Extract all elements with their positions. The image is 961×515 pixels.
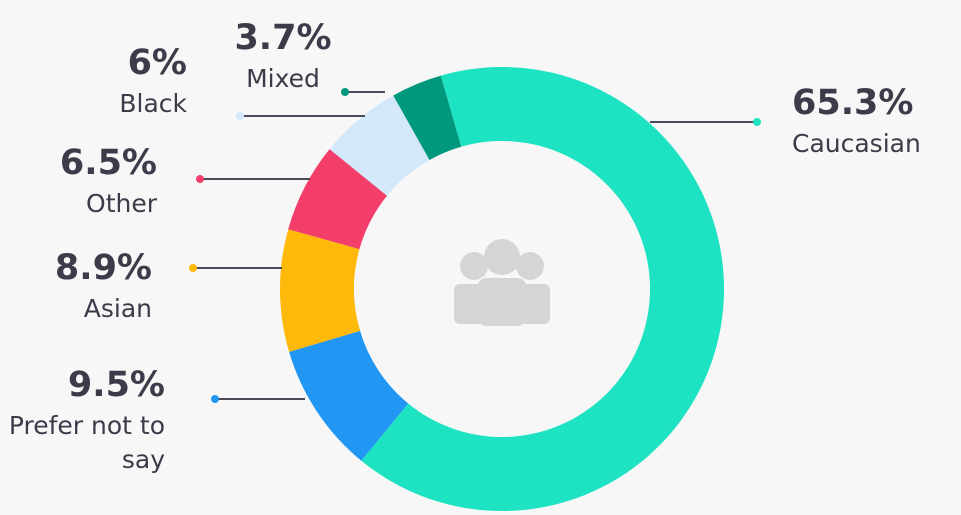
value-label: 9.5% [67, 365, 165, 405]
category-label: Mixed [246, 64, 320, 93]
donut-segment [288, 149, 388, 250]
segment-label: 3.7% Mixed [233, 21, 333, 96]
donut-segment [280, 229, 361, 352]
segment-label: 8.9% Asian [55, 251, 152, 326]
category-label: Caucasian [792, 129, 921, 158]
segment-label: 6.5% Other [60, 146, 157, 221]
donut-segment [289, 330, 409, 461]
people-icon [454, 239, 550, 326]
leader-dot [189, 264, 197, 272]
donut [280, 67, 724, 512]
value-label: 65.3% [792, 83, 914, 123]
value-label: 3.7% [234, 18, 332, 58]
donut-segment [361, 67, 724, 512]
leader-dot [236, 112, 244, 120]
category-label: Other [86, 189, 157, 218]
category-label: Prefer not to say [8, 411, 165, 474]
leader-dot [211, 395, 219, 403]
leader-dot [196, 175, 204, 183]
segment-label: 9.5% Prefer not to say [5, 368, 165, 477]
donut-segment [393, 75, 462, 160]
category-label: Asian [83, 294, 152, 323]
value-label: 6.5% [59, 143, 157, 183]
segment-label: 6% Black [119, 46, 187, 121]
leader-dot [753, 118, 761, 126]
leader-dot [341, 88, 349, 96]
value-label: 8.9% [54, 248, 152, 288]
value-label: 6% [127, 43, 187, 83]
category-label: Black [119, 89, 187, 118]
donut-segment [329, 95, 430, 196]
segment-label: 65.3% Caucasian [792, 86, 921, 161]
